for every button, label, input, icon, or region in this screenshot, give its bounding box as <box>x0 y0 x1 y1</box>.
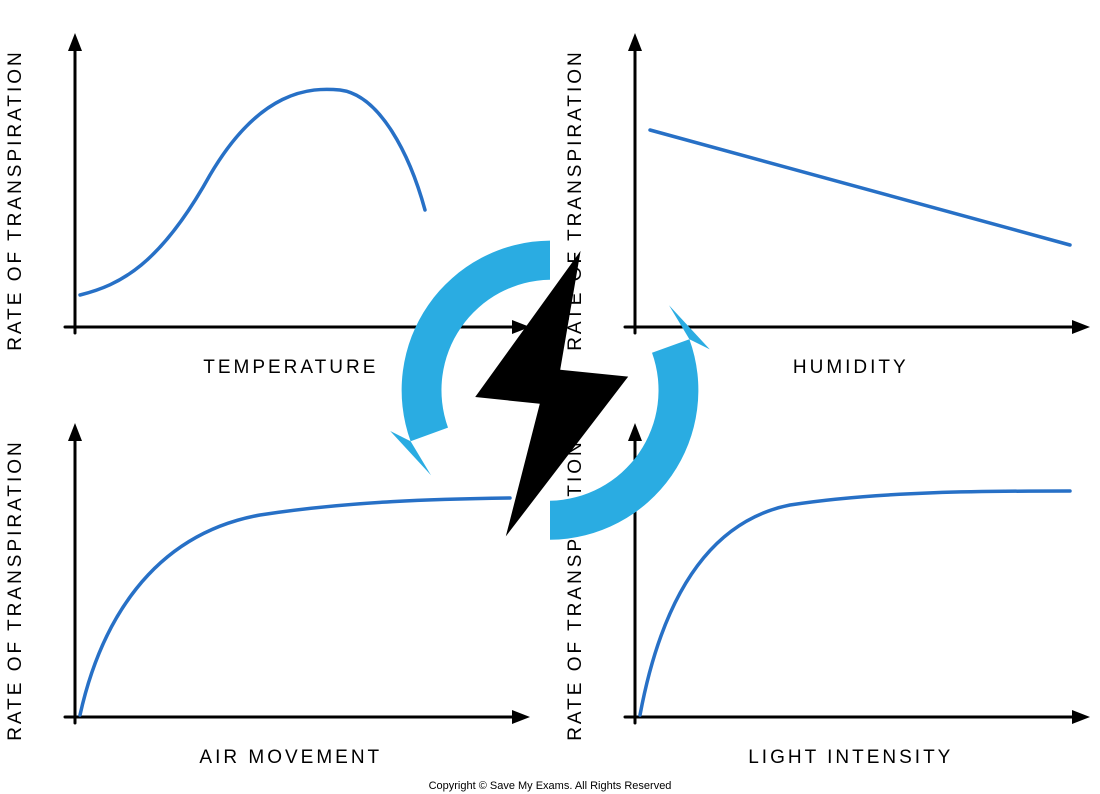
copyright-text: Copyright © Save My Exams. All Rights Re… <box>429 780 672 792</box>
chart-grid: RATE OF TRANSPIRATION TEMPERATURE RATE O… <box>10 15 1090 775</box>
chart-light-intensity <box>570 405 1090 775</box>
y-axis <box>628 33 642 333</box>
xlabel-humidity: HUMIDITY <box>793 357 909 379</box>
curve-humidity <box>650 130 1070 245</box>
x-axis <box>625 710 1090 724</box>
ylabel-air-movement: RATE OF TRANSPIRATION <box>5 430 27 750</box>
y-axis <box>628 423 642 723</box>
chart-air-movement <box>10 405 530 775</box>
xlabel-air-movement: AIR MOVEMENT <box>199 747 382 769</box>
xlabel-light-intensity: LIGHT INTENSITY <box>748 747 953 769</box>
y-axis <box>68 33 82 333</box>
x-axis <box>65 320 530 334</box>
x-axis <box>625 320 1090 334</box>
panel-humidity: RATE OF TRANSPIRATION HUMIDITY <box>570 15 1090 385</box>
x-axis <box>65 710 530 724</box>
curve-light-intensity <box>640 491 1070 715</box>
panel-temperature: RATE OF TRANSPIRATION TEMPERATURE <box>10 15 530 385</box>
panel-light-intensity: RATE OF TRANSPIRATION LIGHT INTENSITY <box>570 405 1090 775</box>
panel-air-movement: RATE OF TRANSPIRATION AIR MOVEMENT <box>10 405 530 775</box>
y-axis <box>68 423 82 723</box>
ylabel-humidity: RATE OF TRANSPIRATION <box>565 40 587 360</box>
ylabel-light-intensity: RATE OF TRANSPIRATION <box>565 430 587 750</box>
chart-humidity <box>570 15 1090 385</box>
ylabel-temperature: RATE OF TRANSPIRATION <box>5 40 27 360</box>
curve-temperature <box>80 89 425 295</box>
curve-air-movement <box>80 498 510 715</box>
xlabel-temperature: TEMPERATURE <box>203 357 378 379</box>
chart-temperature <box>10 15 530 385</box>
